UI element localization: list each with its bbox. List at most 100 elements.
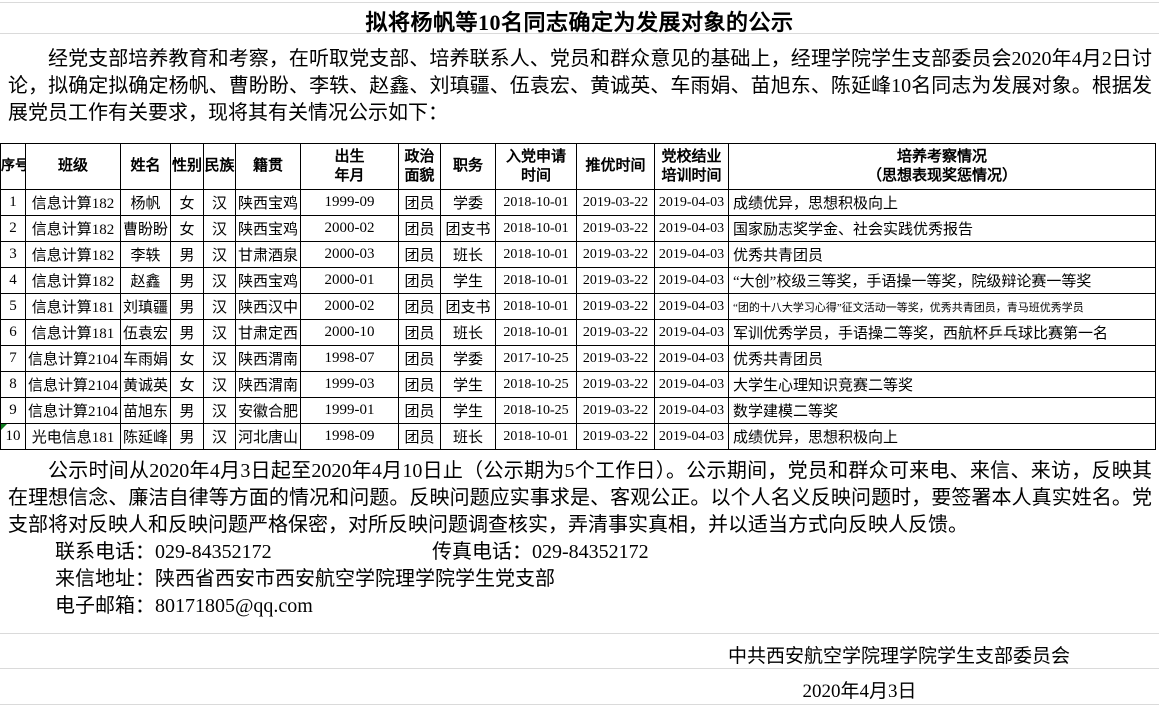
table-cell: 信息计算2104 — [25, 371, 121, 398]
table-cell: 班长 — [440, 423, 496, 450]
table-cell: 2019-04-03 — [654, 293, 729, 320]
table-cell: 5 — [0, 293, 26, 320]
table-cell: 优秀共青团员 — [728, 241, 1156, 268]
header-cell-apply-date: 入党申请 时间 — [495, 143, 577, 190]
table-cell: 汉 — [203, 241, 236, 268]
table-cell: 男 — [170, 241, 204, 268]
table-cell: 2019-03-22 — [576, 397, 655, 424]
header-cell-evaluation: 培养考察情况 （思想表现奖惩情况） — [728, 143, 1156, 190]
table-cell: 数学建模二等奖 — [728, 397, 1156, 424]
table-cell: 陕西汉中 — [235, 293, 301, 320]
header-cell-ethnicity: 民族 — [203, 143, 236, 190]
table-cell: 河北唐山 — [235, 423, 301, 450]
table-cell: 9 — [0, 397, 26, 424]
table-cell: 信息计算182 — [25, 189, 121, 216]
table-cell: 甘肃酒泉 — [235, 241, 301, 268]
table-cell: 2019-03-22 — [576, 371, 655, 398]
table-cell: 车雨娟 — [120, 345, 171, 372]
table-cell: 2019-03-22 — [576, 189, 655, 216]
table-cell: 2019-03-22 — [576, 345, 655, 372]
table-cell: 男 — [170, 267, 204, 294]
table-cell: 陕西渭南 — [235, 345, 301, 372]
table-cell: 1999-09 — [300, 189, 399, 216]
header-cell-hometown: 籍贯 — [235, 143, 301, 190]
table-cell: 女 — [170, 189, 204, 216]
table-cell: 团支书 — [440, 215, 496, 242]
table-cell: 信息计算2104 — [25, 397, 121, 424]
table-cell: 4 — [0, 267, 26, 294]
table-cell: 6 — [0, 319, 26, 346]
table-cell: 女 — [170, 345, 204, 372]
table-cell: 汉 — [203, 397, 236, 424]
table-cell: 班长 — [440, 319, 496, 346]
header-cell-class: 班级 — [25, 143, 121, 190]
header-cell-training-date: 党校结业 培训时间 — [654, 143, 729, 190]
contact-email: 电子邮箱：80171805@qq.com — [55, 595, 313, 617]
table-row: 1 信息计算182 杨帆 女 汉 陕西宝鸡 1999-09 团员 学委 2018… — [0, 189, 1156, 216]
table-cell: 陕西渭南 — [235, 371, 301, 398]
header-cell-recommend-date: 推优时间 — [576, 143, 655, 190]
table-cell: 男 — [170, 423, 204, 450]
table-cell: 2018-10-01 — [495, 189, 577, 216]
table-cell: 2019-04-03 — [654, 189, 729, 216]
table-cell: 8 — [0, 371, 26, 398]
table-cell: 信息计算182 — [25, 215, 121, 242]
table-cell: 光电信息181 — [25, 423, 121, 450]
contact-phone: 联系电话：029-84352172 — [55, 541, 272, 563]
table-cell: 2017-10-25 — [495, 345, 577, 372]
table-cell: 信息计算181 — [25, 319, 121, 346]
table-cell: 2018-10-25 — [495, 371, 577, 398]
table-cell: 汉 — [203, 215, 236, 242]
table-cell: 1999-03 — [300, 371, 399, 398]
table-cell: 黄诚英 — [120, 371, 171, 398]
table-cell: 2018-10-01 — [495, 241, 577, 268]
intro-paragraph: 经党支部培养教育和考察，在听取党支部、培养联系人、党员和群众意见的基础上，经理学… — [8, 48, 1152, 124]
table-cell: 国家励志奖学金、社会实践优秀报告 — [728, 215, 1156, 242]
table-cell: 学委 — [440, 189, 496, 216]
table-cell: 3 — [0, 241, 26, 268]
table-cell: “大创”校级三等奖，手语操一等奖，院级辩论赛一等奖 — [728, 267, 1156, 294]
table-cell: 2019-03-22 — [576, 241, 655, 268]
table-cell: 2019-04-03 — [654, 267, 729, 294]
table-cell: 陕西宝鸡 — [235, 189, 301, 216]
signature-org: 中共西安航空学院理学院学生支部委员会 — [727, 646, 1070, 667]
table-cell: 2019-04-03 — [654, 371, 729, 398]
table-cell: 刘瑱疆 — [120, 293, 171, 320]
table-cell: 1999-01 — [300, 397, 399, 424]
table-cell: 成绩优异，思想积极向上 — [728, 423, 1156, 450]
spreadsheet-gridline — [0, 2, 1159, 3]
table-cell: 团员 — [398, 371, 441, 398]
table-row: 5 信息计算181 刘瑱疆 男 汉 陕西汉中 2000-02 团员 团支书 20… — [0, 293, 1156, 320]
contact-block: 联系电话：029-84352172 传真电话：029-84352172 来信地址：… — [55, 539, 1155, 620]
table-cell: 学委 — [440, 345, 496, 372]
table-cell: 团员 — [398, 397, 441, 424]
table-cell: 信息计算2104 — [25, 345, 121, 372]
table-cell: 2018-10-01 — [495, 293, 577, 320]
table-cell: “团的十八大学习心得”征文活动一等奖，优秀共青团员，青马班优秀学员 — [728, 293, 1156, 320]
spreadsheet-gridline — [0, 704, 1159, 705]
table-cell: 李轶 — [120, 241, 171, 268]
signature-date: 2020年4月3日 — [802, 681, 917, 702]
table-cell: 2018-10-25 — [495, 397, 577, 424]
table-cell: 信息计算182 — [25, 267, 121, 294]
table-cell: 团员 — [398, 267, 441, 294]
table-cell: 2018-10-01 — [495, 215, 577, 242]
table-cell: 苗旭东 — [120, 397, 171, 424]
table-cell: 10 — [0, 423, 26, 450]
table-cell: 学生 — [440, 371, 496, 398]
table-cell: 2019-03-22 — [576, 293, 655, 320]
table-cell: 汉 — [203, 371, 236, 398]
table-cell: 2000-03 — [300, 241, 399, 268]
table-cell: 团员 — [398, 345, 441, 372]
header-cell-seq: 序号 — [0, 143, 26, 190]
table-row: 3 信息计算182 李轶 男 汉 甘肃酒泉 2000-03 团员 班长 2018… — [0, 241, 1156, 268]
table-cell: 团员 — [398, 189, 441, 216]
table-cell: 2000-10 — [300, 319, 399, 346]
contact-line-phone: 联系电话：029-84352172 传真电话：029-84352172 — [55, 539, 1155, 566]
table-cell: 信息计算181 — [25, 293, 121, 320]
table-cell: 2019-04-03 — [654, 345, 729, 372]
page-title: 拟将杨帆等10名同志确定为发展对象的公示 — [365, 10, 794, 35]
table-cell: 2000-02 — [300, 215, 399, 242]
spreadsheet-gridline — [0, 633, 1159, 634]
